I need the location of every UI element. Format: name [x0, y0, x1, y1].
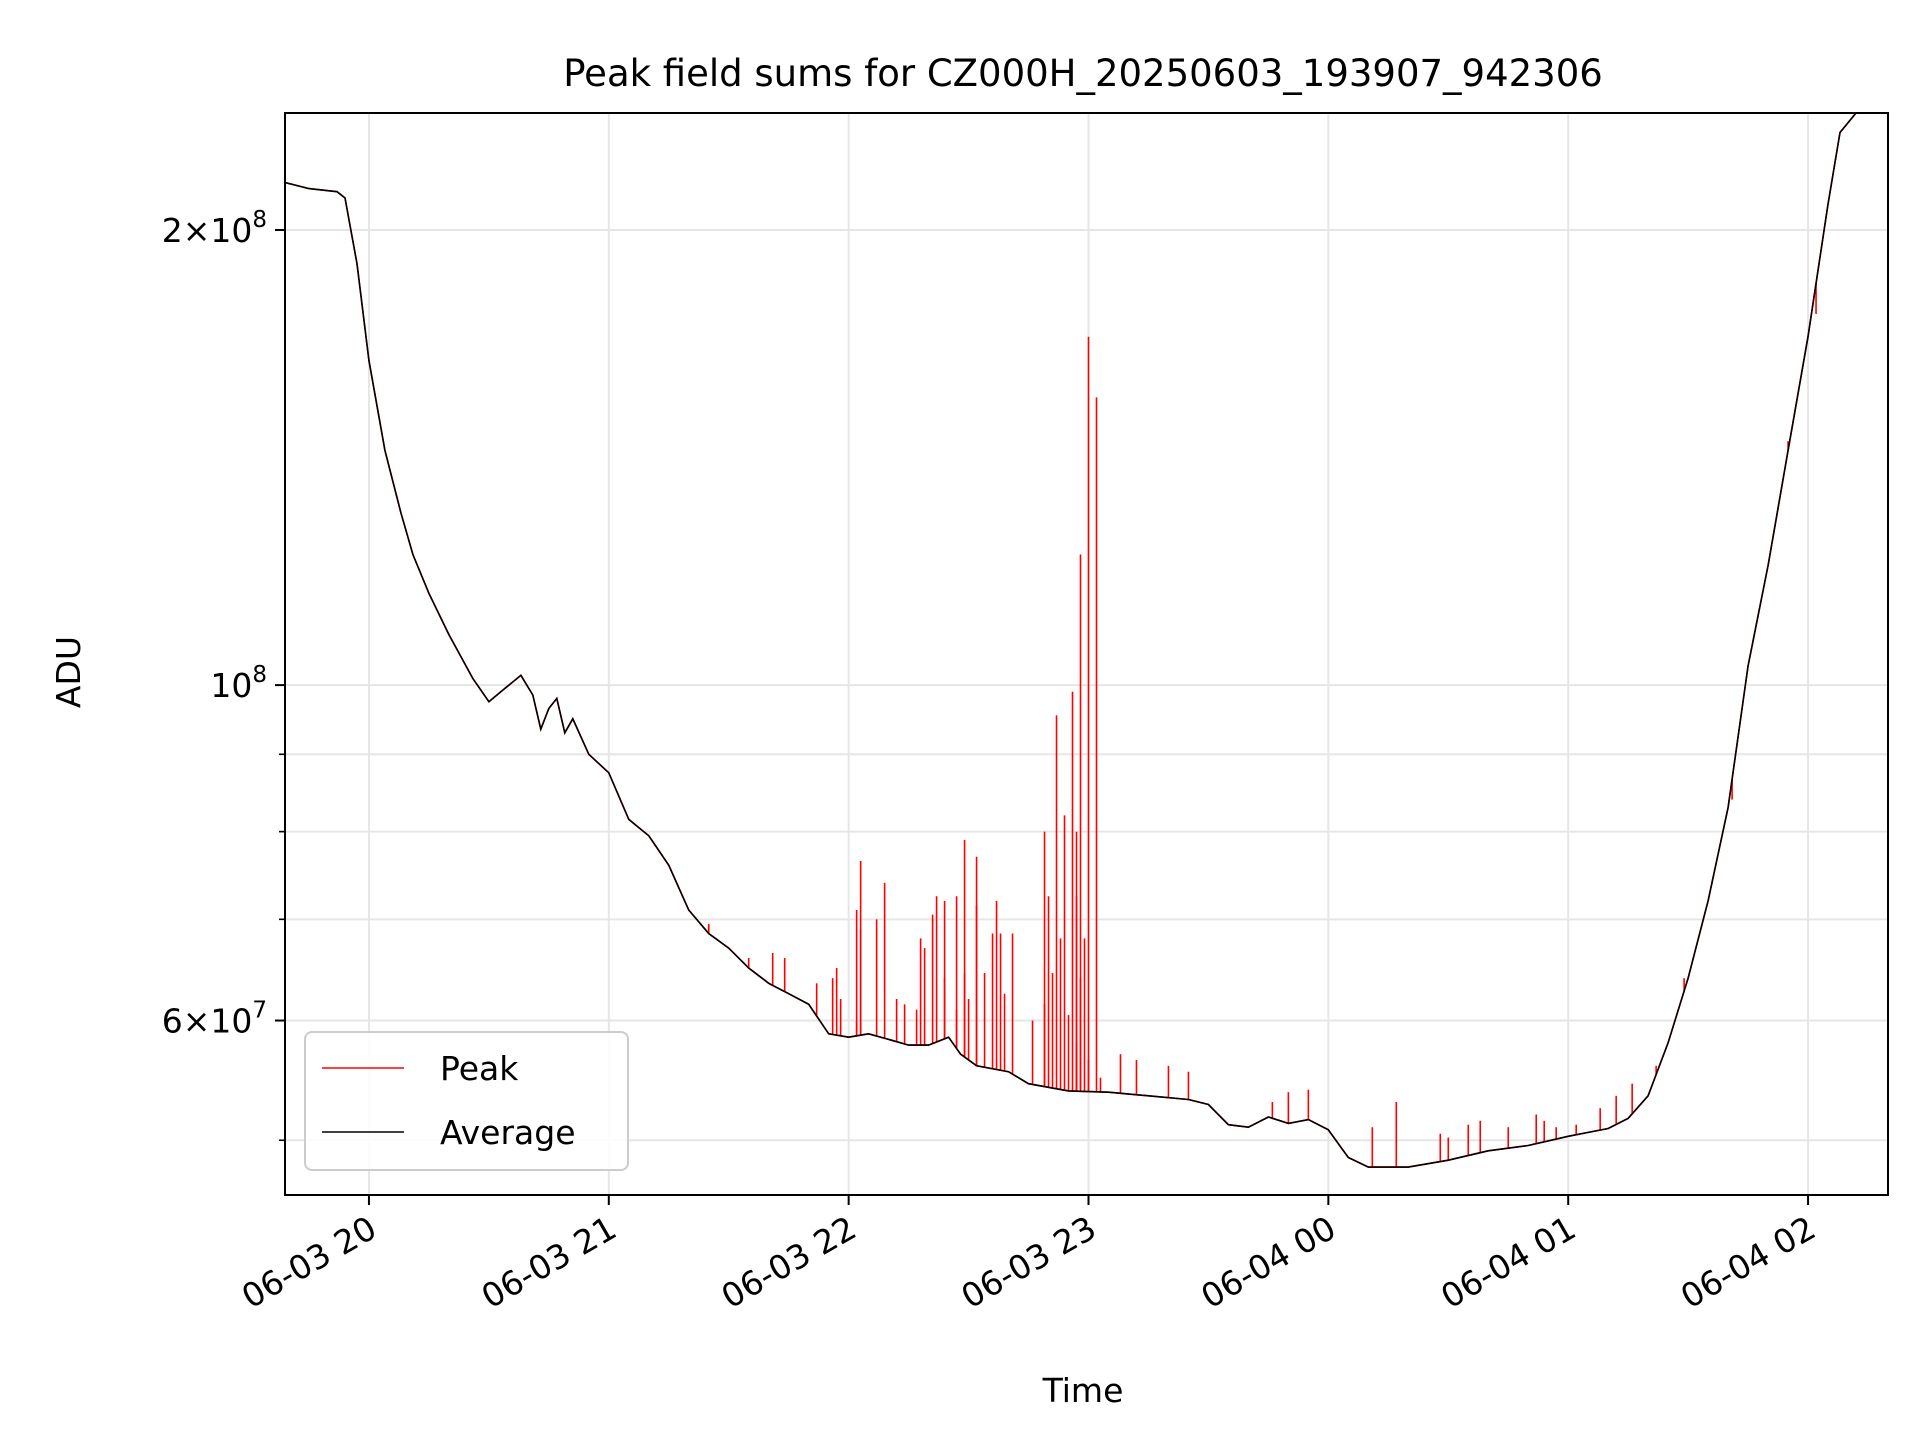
- y-tick-label: 108: [210, 662, 267, 705]
- chart-title: Peak field sums for CZ000H_20250603_1939…: [563, 52, 1603, 95]
- series-average-line: [285, 113, 1888, 1168]
- y-axis-label: ADU: [49, 636, 88, 708]
- series-layer: [285, 113, 1888, 1168]
- legend-average-label: Average: [440, 1113, 576, 1152]
- x-axis-label: Time: [1042, 1371, 1124, 1410]
- legend-peak-label: Peak: [440, 1049, 519, 1088]
- y-tick-label: 6×107: [162, 998, 267, 1041]
- legend-box: [304, 1031, 629, 1171]
- legend: Peak Average: [304, 1031, 629, 1171]
- plot-frame: [284, 112, 1889, 1196]
- y-tick-label: 2×108: [162, 207, 267, 250]
